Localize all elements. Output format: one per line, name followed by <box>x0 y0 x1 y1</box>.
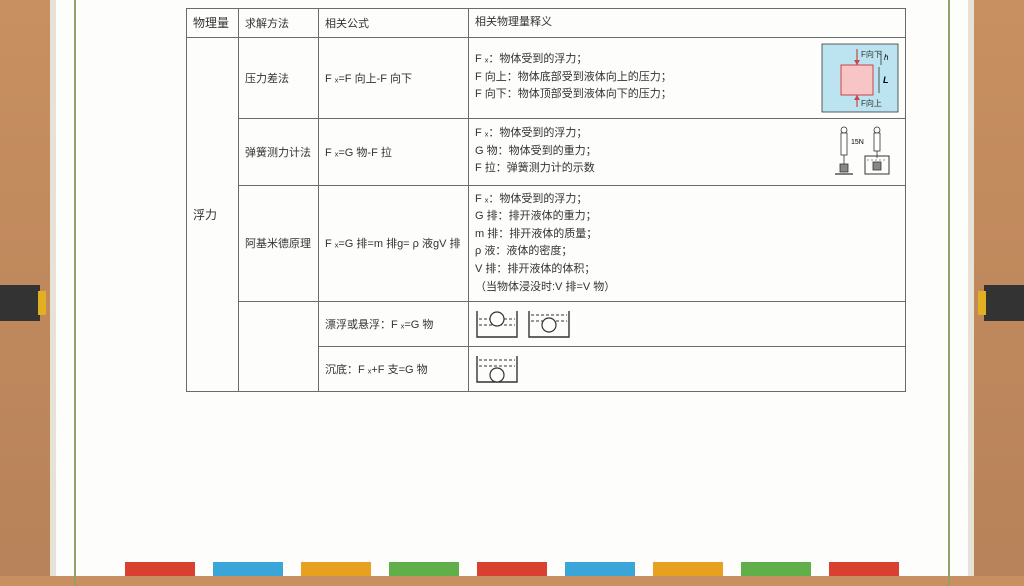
physics-table: 物理量 求解方法 相关公式 相关物理量释义 浮力 压力差法 F ₓ=F 向上-F… <box>186 8 906 392</box>
method-45 <box>239 302 319 392</box>
formula-4: 漂浮或悬浮：F ₓ=G 物 <box>319 302 469 347</box>
row-float: 漂浮或悬浮：F ₓ=G 物 <box>187 302 906 347</box>
explain-2: F ₓ：物体受到的浮力； G 物：物体受到的重力； F 拉：弹簧测力计的示数 1… <box>469 118 906 185</box>
color-block <box>125 562 195 576</box>
row-spring-scale: 弹簧测力计法 F ₓ=G 物-F 拉 F ₓ：物体受到的浮力； G 物：物体受到… <box>187 118 906 185</box>
header-formula: 相关公式 <box>319 9 469 38</box>
formula-3: F ₓ=G 排=m 排g= ρ 液gV 排 <box>319 185 469 302</box>
color-block <box>213 562 283 576</box>
row-archimedes: 阿基米德原理 F ₓ=G 排=m 排g= ρ 液gV 排 F ₓ：物体受到的浮力… <box>187 185 906 302</box>
explain-3: F ₓ：物体受到的浮力； G 排：排开液体的重力； m 排：排开液体的质量； ρ… <box>469 185 906 302</box>
svg-text:L: L <box>883 75 889 85</box>
header-method: 求解方法 <box>239 9 319 38</box>
formula-5: 沉底：F ₓ+F 支=G 物 <box>319 347 469 392</box>
method-2: 弹簧测力计法 <box>239 118 319 185</box>
color-block <box>301 562 371 576</box>
header-row: 物理量 求解方法 相关公式 相关物理量释义 <box>187 9 906 38</box>
quantity-cell: 浮力 <box>187 37 239 392</box>
color-block <box>565 562 635 576</box>
color-block <box>477 562 547 576</box>
sink-diagram <box>475 352 899 386</box>
formula-1: F ₓ=F 向上-F 向下 <box>319 37 469 118</box>
method-3: 阿基米德原理 <box>239 185 319 302</box>
row-pressure-diff: 浮力 压力差法 F ₓ=F 向上-F 向下 F ₓ：物体受到的浮力； F 向上：… <box>187 37 906 118</box>
svg-text:15N: 15N <box>851 139 864 146</box>
formula-2: F ₓ=G 物-F 拉 <box>319 118 469 185</box>
header-quantity: 物理量 <box>187 9 239 38</box>
spring-scale-diagram: 15N <box>829 124 899 180</box>
left-tab <box>0 285 40 321</box>
color-block <box>741 562 811 576</box>
svg-text:F向上: F向上 <box>861 98 882 108</box>
explain-5 <box>469 347 906 392</box>
bottom-color-bar <box>70 562 954 576</box>
suspend-diagram <box>527 307 571 341</box>
method-1: 压力差法 <box>239 37 319 118</box>
color-block <box>829 562 899 576</box>
color-block <box>389 562 459 576</box>
svg-text:F向下: F向下 <box>861 49 882 59</box>
right-tab <box>984 285 1024 321</box>
color-block <box>653 562 723 576</box>
svg-text:h: h <box>884 53 889 62</box>
pressure-diagram: F向下 F向上 h L <box>821 43 899 113</box>
page-frame: 物理量 求解方法 相关公式 相关物理量释义 浮力 压力差法 F ₓ=F 向上-F… <box>50 0 974 576</box>
explain-4 <box>469 302 906 347</box>
float-diagram <box>475 307 519 341</box>
explain-1: F ₓ：物体受到的浮力； F 向上：物体底部受到液体向上的压力； F 向下：物体… <box>469 37 906 118</box>
header-explain: 相关物理量释义 <box>469 9 906 38</box>
